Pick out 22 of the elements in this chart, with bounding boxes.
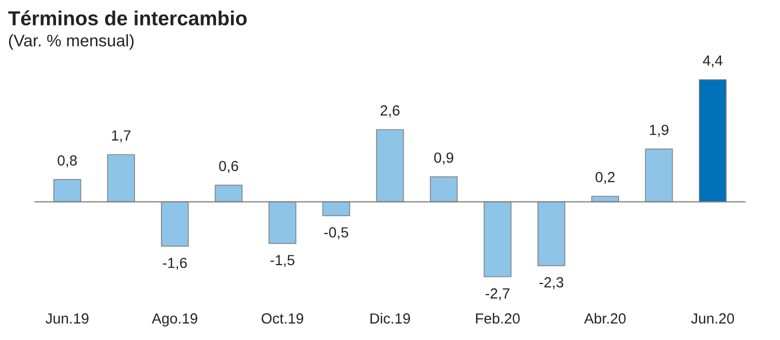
data-label: -2,3: [539, 277, 564, 290]
data-label: -1,5: [270, 255, 294, 267]
data-label: -0,5: [324, 227, 348, 240]
x-tick-label: Abr.20: [584, 312, 626, 324]
chart-subtitle: (Var. % mensual): [9, 34, 134, 50]
x-tick-label: Feb.20: [476, 312, 520, 324]
x-tick-label: Dic.19: [370, 312, 410, 324]
data-label: 1,7: [112, 130, 130, 142]
data-label: 4,4: [702, 55, 722, 68]
data-label: 0,8: [58, 155, 77, 168]
x-tick-label: Jun.20: [691, 313, 734, 324]
data-label: -2,7: [486, 288, 510, 300]
x-tick-label: Jun.19: [46, 313, 88, 324]
x-tick-label: Oct.19: [262, 313, 304, 324]
data-label: 0,9: [434, 152, 454, 165]
chart-title: Términos de intercambio: [8, 10, 247, 26]
data-label: 2,6: [380, 105, 400, 118]
data-label: 0,6: [219, 160, 238, 173]
data-label: -1,6: [162, 258, 187, 270]
data-label: 0,2: [596, 172, 615, 184]
x-tick-label: Ago.19: [152, 313, 198, 327]
data-label: 1,9: [650, 124, 668, 137]
